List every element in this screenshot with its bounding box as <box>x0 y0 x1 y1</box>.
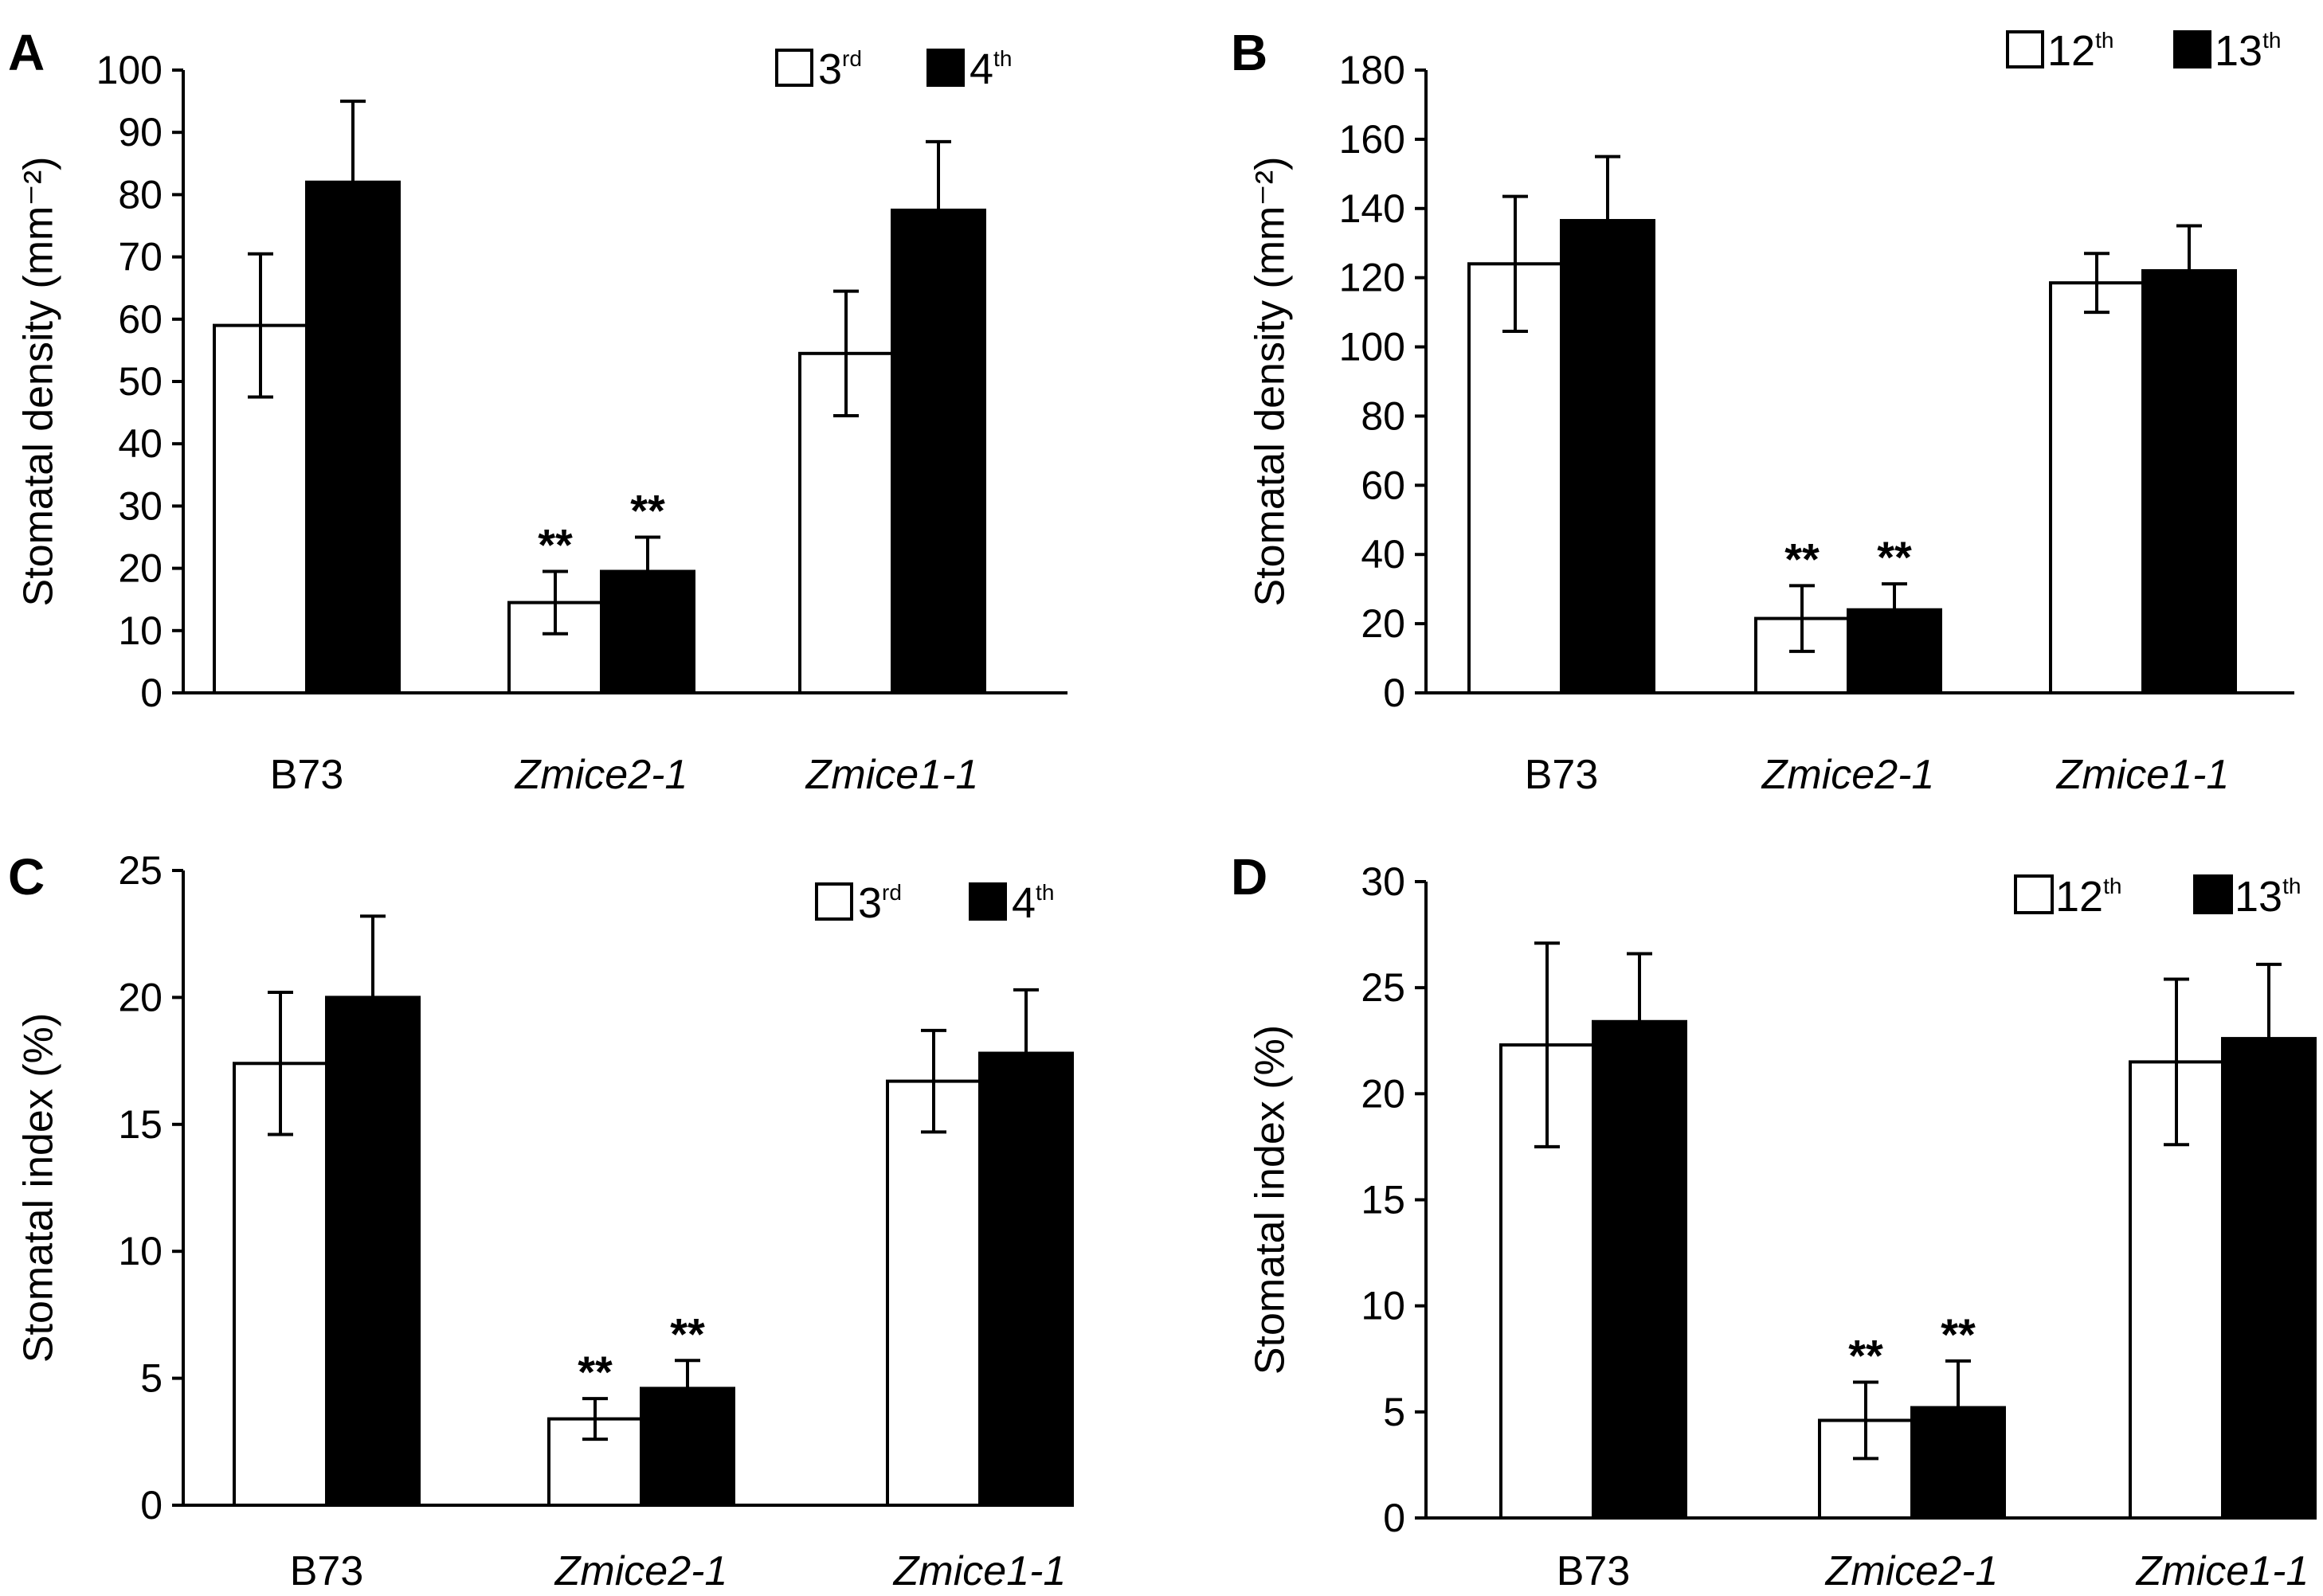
y-axis-title: Stomatal density (mm⁻²) <box>1248 157 1294 607</box>
y-tick-label: 15 <box>118 1102 163 1147</box>
y-tick-label: 0 <box>140 671 163 715</box>
y-tick-label: 30 <box>118 483 163 528</box>
x-tick-label: Zmice1-1 <box>2135 1548 2309 1594</box>
chart-panel-a: A 0 10 20 30 40 50 60 70 80 90 100 Stomatal density … <box>8 24 1067 798</box>
y-tick-label: 15 <box>1361 1178 1405 1222</box>
x-tick-label: Zmice2-1 <box>1824 1548 1999 1594</box>
y-tick-label: 100 <box>96 48 163 92</box>
y-tick-label: 0 <box>1383 671 1405 715</box>
y-tick-label: 0 <box>1383 1496 1405 1540</box>
bar <box>233 1062 328 1507</box>
x-tick-label: B73 <box>1557 1548 1631 1594</box>
y-tick-label: 20 <box>1361 1071 1405 1116</box>
legend-label: 4th <box>1012 879 1054 927</box>
legend-swatch <box>2006 30 2044 68</box>
legend-swatch <box>2173 30 2211 68</box>
x-tick-label: Zmice2-1 <box>514 752 688 798</box>
legend-swatch <box>2193 874 2233 914</box>
bar <box>891 208 986 694</box>
x-tick-label: Zmice1-1 <box>892 1548 1067 1594</box>
y-tick-label: 40 <box>1361 532 1405 577</box>
bar <box>978 1051 1074 1507</box>
legend-label: 3rd <box>818 45 862 93</box>
panel-label: D <box>1231 848 1267 906</box>
y-tick-label: 90 <box>118 110 163 155</box>
chart-panel-d: D 0 5 10 15 20 25 30 Stomatal index (%) B73 ** ** Zm… <box>1231 848 2317 1594</box>
y-axis-title: Stomatal index (%) <box>1248 1025 1294 1375</box>
panel-label: B <box>1231 24 1267 81</box>
significance-marker: ** <box>578 1347 613 1397</box>
legend-label: 13th <box>2215 27 2281 75</box>
significance-marker: ** <box>670 1308 705 1359</box>
significance-marker: ** <box>630 486 665 536</box>
chart-panel-c: C 0 5 10 15 20 25 Stomatal index (%) B73 ** ** Zmic… <box>8 848 1074 1594</box>
y-tick-label: 10 <box>118 1229 163 1273</box>
legend-label: 13th <box>2235 873 2301 921</box>
y-tick-label: 140 <box>1339 186 1405 231</box>
x-tick-label: Zmice2-1 <box>554 1548 728 1594</box>
bar <box>305 180 401 694</box>
bar <box>325 996 421 1507</box>
y-tick-label: 60 <box>118 297 163 342</box>
x-tick-label: B73 <box>290 1548 364 1594</box>
y-tick-label: 30 <box>1361 859 1405 904</box>
y-tick-label: 40 <box>118 421 163 466</box>
y-axis-title: Stomatal index (%) <box>16 1013 62 1363</box>
y-tick-label: 20 <box>1361 601 1405 646</box>
legend-label: 3rd <box>858 879 902 927</box>
legend-label: 4th <box>970 45 1012 93</box>
significance-marker: ** <box>1877 532 1912 582</box>
y-tick-label: 160 <box>1339 117 1405 162</box>
x-tick-label: Zmice1-1 <box>805 752 979 798</box>
y-tick-label: 180 <box>1339 48 1405 92</box>
y-tick-label: 10 <box>118 608 163 653</box>
y-tick-label: 0 <box>140 1483 163 1528</box>
chart-panel-b: B 0 20 40 60 80 100 120 140 160 180 Stomatal densit… <box>1231 24 2294 798</box>
bar <box>2049 281 2145 694</box>
y-tick-label: 60 <box>1361 463 1405 507</box>
panel-label: C <box>8 848 45 906</box>
y-tick-label: 25 <box>1361 965 1405 1010</box>
legend-swatch <box>926 49 965 87</box>
x-tick-label: B73 <box>270 752 344 798</box>
y-tick-label: 5 <box>140 1356 163 1401</box>
y-tick-label: 80 <box>118 172 163 217</box>
legend-swatch <box>815 882 853 921</box>
y-tick-label: 20 <box>118 546 163 591</box>
significance-marker: ** <box>1941 1309 1976 1359</box>
y-tick-label: 20 <box>118 975 163 1019</box>
x-tick-label: Zmice2-1 <box>1761 752 1935 798</box>
bar <box>1592 1019 1687 1520</box>
x-tick-label: B73 <box>1525 752 1599 798</box>
y-tick-label: 10 <box>1361 1284 1405 1328</box>
legend-swatch <box>775 49 813 87</box>
y-tick-label: 25 <box>118 848 163 893</box>
y-axis-title: Stomatal density (mm⁻²) <box>16 157 62 607</box>
legend-swatch <box>2014 874 2054 914</box>
y-tick-label: 100 <box>1339 325 1405 370</box>
bar <box>2141 268 2237 694</box>
significance-marker: ** <box>538 520 573 570</box>
legend-label: 12th <box>2047 27 2113 75</box>
bar <box>1560 218 1655 694</box>
bar <box>886 1079 981 1507</box>
legend-label: 12th <box>2055 873 2121 921</box>
y-tick-label: 70 <box>118 235 163 280</box>
y-tick-label: 80 <box>1361 393 1405 438</box>
significance-marker: ** <box>1784 534 1820 584</box>
significance-marker: ** <box>1848 1331 1883 1381</box>
panel-label: A <box>8 24 45 81</box>
y-tick-label: 5 <box>1383 1390 1405 1434</box>
x-tick-label: Zmice1-1 <box>2055 752 2230 798</box>
y-tick-label: 50 <box>118 359 163 404</box>
legend-swatch <box>969 882 1007 921</box>
y-tick-label: 120 <box>1339 256 1405 300</box>
